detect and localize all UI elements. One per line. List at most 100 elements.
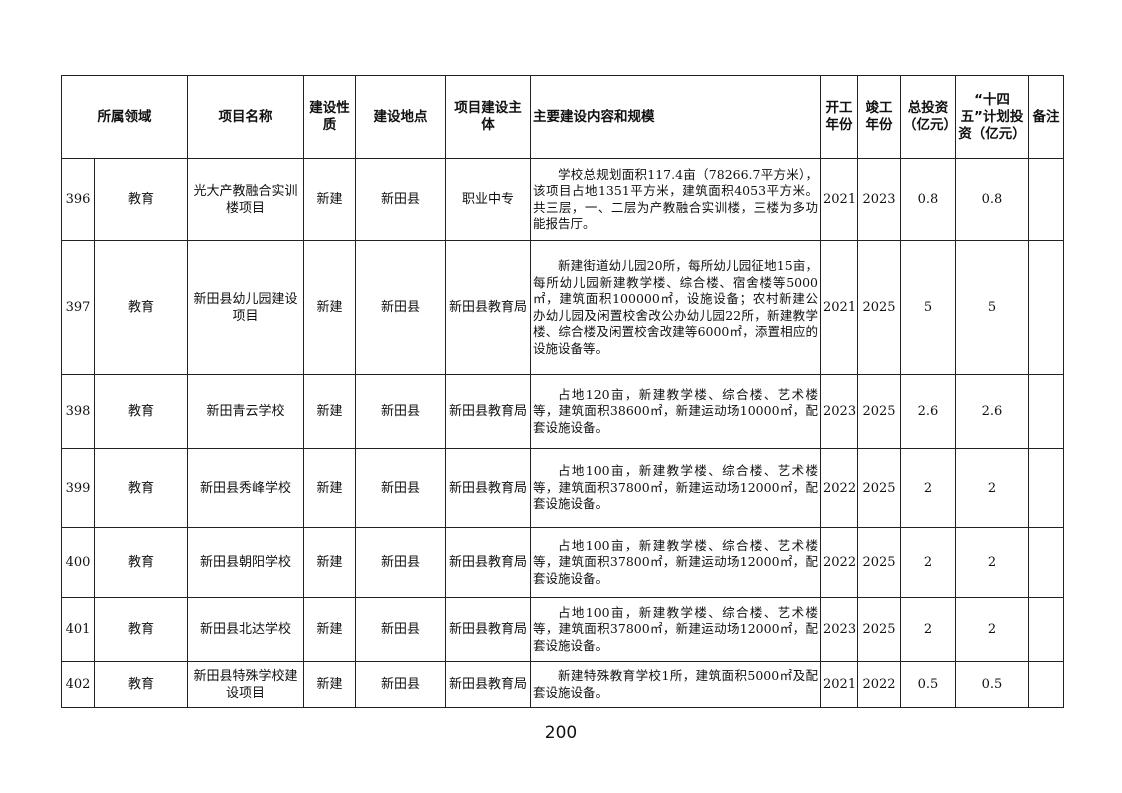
cell-total: 2 [900, 597, 956, 662]
cell-domain: 教育 [94, 597, 188, 662]
header-domain: 所属领域 [61, 75, 188, 159]
cell-nature: 新建 [303, 158, 356, 241]
cell-location: 新田县 [355, 597, 446, 662]
header-owner: 项目建设主体 [445, 75, 531, 159]
cell-location: 新田县 [355, 448, 446, 528]
header-end: 竣工年份 [857, 75, 901, 159]
cell-location: 新田县 [355, 374, 446, 449]
cell-name: 新田青云学校 [187, 374, 304, 449]
cell-owner: 新田县教育局 [445, 597, 531, 662]
cell-nature: 新建 [303, 448, 356, 528]
cell-start: 2023 [820, 597, 858, 662]
cell-end: 2023 [857, 158, 901, 241]
cell-plan: 0.5 [955, 661, 1029, 708]
cell-nature: 新建 [303, 661, 356, 708]
cell-end: 2022 [857, 661, 901, 708]
cell-end: 2025 [857, 240, 901, 375]
cell-nature: 新建 [303, 374, 356, 449]
cell-end: 2025 [857, 527, 901, 598]
table-row: 402 教育 新田县特殊学校建设项目 新建 新田县 新田县教育局 新建特殊教育学校1所，建筑… [61, 661, 1064, 708]
table-row: 398 教育 新田青云学校 新建 新田县 新田县教育局 占地120亩，新建教学楼、综合楼、艺… [61, 374, 1064, 449]
cell-content: 占地100亩，新建教学楼、综合楼、艺术楼等，建筑面积37800㎡，新建运动场12… [530, 527, 821, 598]
cell-total: 5 [900, 240, 956, 375]
header-name: 项目名称 [187, 75, 304, 159]
table-row: 401 教育 新田县北达学校 新建 新田县 新田县教育局 占地100亩，新建教学楼、综合楼、… [61, 597, 1064, 662]
header-start: 开工年份 [820, 75, 858, 159]
cell-name: 光大产教融合实训楼项目 [187, 158, 304, 241]
cell-total: 2.6 [900, 374, 956, 449]
cell-no: 396 [61, 158, 95, 241]
cell-domain: 教育 [94, 240, 188, 375]
cell-start: 2022 [820, 448, 858, 528]
cell-domain: 教育 [94, 448, 188, 528]
table-row: 396 教育 光大产教融合实训楼项目 新建 新田县 职业中专 学校总规划面积117.4亩（7… [61, 158, 1064, 241]
cell-domain: 教育 [94, 374, 188, 449]
cell-plan: 0.8 [955, 158, 1029, 241]
table-row: 397 教育 新田县幼儿园建设项目 新建 新田县 新田县教育局 新建街道幼儿园20所，每所幼… [61, 240, 1064, 375]
cell-owner: 新田县教育局 [445, 240, 531, 375]
cell-location: 新田县 [355, 240, 446, 375]
cell-remark [1028, 158, 1064, 241]
cell-end: 2025 [857, 597, 901, 662]
cell-remark [1028, 448, 1064, 528]
cell-owner: 新田县教育局 [445, 448, 531, 528]
cell-location: 新田县 [355, 661, 446, 708]
cell-name: 新田县朝阳学校 [187, 527, 304, 598]
cell-domain: 教育 [94, 158, 188, 241]
cell-content: 学校总规划面积117.4亩（78266.7平方米），该项目占地1351平方米，建… [530, 158, 821, 241]
cell-name: 新田县幼儿园建设项目 [187, 240, 304, 375]
cell-total: 2 [900, 448, 956, 528]
cell-plan: 2 [955, 448, 1029, 528]
cell-remark [1028, 374, 1064, 449]
cell-domain: 教育 [94, 527, 188, 598]
cell-plan: 2 [955, 597, 1029, 662]
cell-remark [1028, 597, 1064, 662]
cell-no: 398 [61, 374, 95, 449]
cell-content: 占地100亩，新建教学楼、综合楼、艺术楼等，建筑面积37800㎡，新建运动场12… [530, 597, 821, 662]
cell-plan: 2.6 [955, 374, 1029, 449]
cell-no: 399 [61, 448, 95, 528]
cell-name: 新田县特殊学校建设项目 [187, 661, 304, 708]
cell-remark [1028, 240, 1064, 375]
cell-end: 2025 [857, 374, 901, 449]
cell-start: 2022 [820, 527, 858, 598]
cell-nature: 新建 [303, 597, 356, 662]
header-plan: “十四五”计划投资（亿元） [955, 75, 1029, 159]
cell-plan: 2 [955, 527, 1029, 598]
header-total: 总投资（亿元） [900, 75, 957, 159]
cell-total: 0.5 [900, 661, 956, 708]
cell-owner: 职业中专 [445, 158, 531, 241]
table-row: 399 教育 新田县秀峰学校 新建 新田县 新田县教育局 占地100亩，新建教学楼、综合楼、… [61, 448, 1064, 528]
cell-owner: 新田县教育局 [445, 527, 531, 598]
table-row: 400 教育 新田县朝阳学校 新建 新田县 新田县教育局 占地100亩，新建教学楼、综合楼、… [61, 527, 1064, 598]
project-table: 所属领域 项目名称 建设性质 建设地点 项目建设主体 主要建设内容和规模 开工年… [61, 75, 1064, 708]
cell-content: 占地120亩，新建教学楼、综合楼、艺术楼等，建筑面积38600㎡，新建运动场10… [530, 374, 821, 449]
cell-content: 占地100亩，新建教学楼、综合楼、艺术楼等，建筑面积37800㎡，新建运动场12… [530, 448, 821, 528]
cell-plan: 5 [955, 240, 1029, 375]
cell-start: 2021 [820, 158, 858, 241]
header-location: 建设地点 [355, 75, 446, 159]
page-number: 200 [544, 723, 578, 743]
header-content: 主要建设内容和规模 [530, 75, 821, 159]
cell-location: 新田县 [355, 158, 446, 241]
cell-no: 400 [61, 527, 95, 598]
cell-nature: 新建 [303, 527, 356, 598]
cell-total: 0.8 [900, 158, 956, 241]
cell-owner: 新田县教育局 [445, 661, 531, 708]
header-remark: 备注 [1028, 75, 1064, 159]
cell-content: 新建街道幼儿园20所，每所幼儿园征地15亩，每所幼儿园新建教学楼、综合楼、宿舍楼… [530, 240, 821, 375]
cell-name: 新田县北达学校 [187, 597, 304, 662]
cell-location: 新田县 [355, 527, 446, 598]
cell-start: 2021 [820, 661, 858, 708]
cell-start: 2023 [820, 374, 858, 449]
cell-name: 新田县秀峰学校 [187, 448, 304, 528]
header-row: 所属领域 项目名称 建设性质 建设地点 项目建设主体 主要建设内容和规模 开工年… [61, 75, 1064, 159]
cell-no: 397 [61, 240, 95, 375]
cell-nature: 新建 [303, 240, 356, 375]
cell-remark [1028, 661, 1064, 708]
cell-no: 402 [61, 661, 95, 708]
cell-no: 401 [61, 597, 95, 662]
cell-total: 2 [900, 527, 956, 598]
cell-remark [1028, 527, 1064, 598]
cell-start: 2021 [820, 240, 858, 375]
